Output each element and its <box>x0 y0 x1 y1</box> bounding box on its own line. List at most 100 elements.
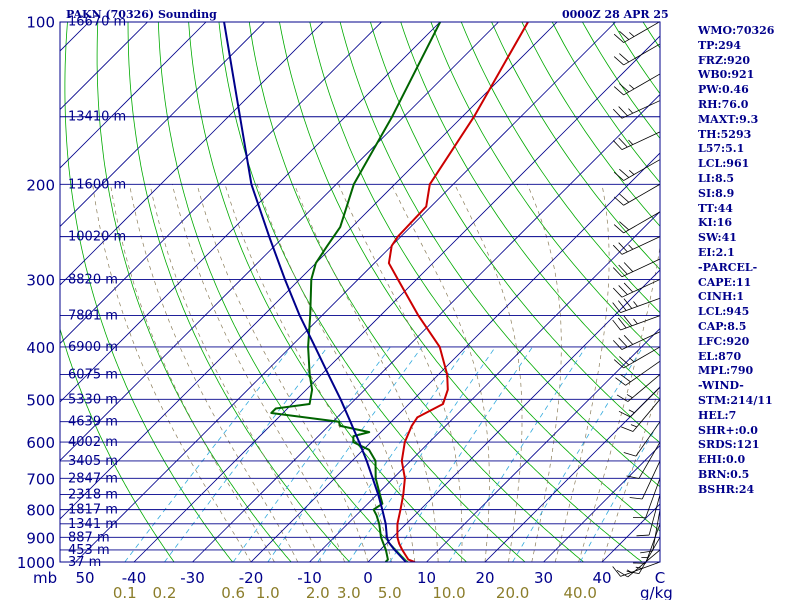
pressure-tick-label: 600 <box>26 434 55 452</box>
moist-adiabat-line <box>578 244 660 562</box>
wind-barb <box>613 346 661 369</box>
height-label: 11600 m <box>68 177 126 192</box>
index-srds: SRDS:121 <box>698 438 760 452</box>
wind-barb <box>632 478 661 519</box>
isotherm-line <box>484 386 660 562</box>
index-cinh: CINH:1 <box>698 290 745 304</box>
wind-barb <box>616 374 661 402</box>
moist-adiabat-line <box>601 384 660 562</box>
index-ki: KI:16 <box>698 216 733 230</box>
mixing-ratio-label: 0.2 <box>153 584 177 600</box>
temperature-tick-label: 10 <box>417 569 436 587</box>
mixing-ratio-label: 1.0 <box>256 584 280 600</box>
pressure-unit-label: mb <box>33 569 57 587</box>
isotherm-line <box>367 269 660 562</box>
isotherm-line <box>60 22 383 345</box>
pressure-tick-label: 900 <box>26 529 55 547</box>
wind-barb <box>612 131 661 151</box>
pressure-tick-label: 1000 <box>17 554 55 572</box>
index-stm: STM:214/11 <box>698 393 773 407</box>
height-label: 4002 m <box>68 435 118 450</box>
index-cap: CAP:8.5 <box>698 319 747 333</box>
wind-barb <box>618 386 661 418</box>
index-sw: SW:41 <box>698 231 737 245</box>
isotherm-line <box>60 22 324 286</box>
plot-frame <box>59 21 661 563</box>
index-li: LI:8.5 <box>698 171 735 185</box>
height-label: 887 m <box>68 530 110 545</box>
isotherm-line <box>60 22 266 228</box>
index-brn: BRN:0.5 <box>698 467 750 481</box>
temperature-tick-label: 30 <box>534 569 553 587</box>
height-label: 2318 m <box>68 487 118 502</box>
index-rh: RH:76.0 <box>698 97 749 111</box>
wind-barb <box>613 159 661 181</box>
height-label: 6075 m <box>68 368 118 383</box>
moist-adiabat-line <box>171 184 345 562</box>
mixing-ratio-label: 0.1 <box>113 584 137 600</box>
mixing-ratio-label: 0.6 <box>221 584 245 600</box>
wind-barb <box>612 331 661 350</box>
pressure-tick-label: 800 <box>26 502 55 520</box>
isotherm-line <box>192 93 660 562</box>
wind-barb <box>613 21 661 43</box>
pressure-tick-label: 400 <box>26 339 55 357</box>
index-frz: FRZ:920 <box>698 53 751 67</box>
wind-barb <box>612 258 661 278</box>
isotherm-line <box>309 210 660 562</box>
mixing-ratio-label: 40.0 <box>564 584 597 600</box>
height-label: 10020 m <box>68 230 126 245</box>
index-mpl: MPL:790 <box>698 364 754 378</box>
index-si: SI:8.9 <box>698 186 735 200</box>
height-label: 453 m <box>68 543 110 558</box>
pressure-tick-label: 700 <box>26 470 55 488</box>
wind-header: -WIND- <box>698 379 744 393</box>
index-wmo: WMO:70326 <box>698 24 775 37</box>
valid-time: 0000Z 28 APR 25 <box>562 8 669 21</box>
height-label: 5330 m <box>68 392 118 407</box>
index-wb0: WB0:921 <box>698 68 755 82</box>
wind-barb <box>629 460 661 500</box>
height-label: 4639 m <box>68 415 118 430</box>
wind-barb <box>612 100 661 119</box>
temperature-profile-line <box>387 22 530 562</box>
height-label: 3405 m <box>68 454 118 469</box>
isotherm-line <box>60 22 558 520</box>
index-maxt: MAXT:9.3 <box>698 112 759 126</box>
mixing-ratio-label: 2.0 <box>306 584 330 600</box>
dry-adiabat-line <box>60 327 175 562</box>
height-label: 13410 m <box>68 110 126 125</box>
index-lfc: LFC:920 <box>698 334 750 348</box>
mixing-ratio-label: 10.0 <box>432 584 465 600</box>
temperature-tick-label: -40 <box>122 569 147 587</box>
wind-barb <box>621 399 661 432</box>
wind-barb <box>612 297 661 313</box>
index-hel: HEL:7 <box>698 408 737 422</box>
parcel-header: -PARCEL- <box>698 260 758 274</box>
wind-barb <box>612 315 661 331</box>
height-label: 8820 m <box>68 272 118 287</box>
temperature-tick-label: 20 <box>475 569 494 587</box>
isotherm-line <box>426 327 660 562</box>
temperature-tick-label: 50 <box>76 569 95 587</box>
index-cape: CAPE:11 <box>698 275 752 289</box>
index-ehi: EHI:0.0 <box>698 453 746 467</box>
pressure-tick-label: 200 <box>26 176 55 194</box>
wind-barb <box>615 360 661 386</box>
isotherm-line <box>75 22 617 562</box>
sounding-title: PAKN (70326) Sounding <box>66 8 217 21</box>
pressure-tick-label: 100 <box>26 14 55 32</box>
temperature-tick-label: C <box>655 569 665 587</box>
isotherm-line <box>60 22 500 462</box>
pressure-tick-label: 300 <box>26 271 55 289</box>
dewpoint-profile-line <box>270 22 442 562</box>
height-label: 2847 m <box>68 471 118 486</box>
wind-barb <box>613 211 661 234</box>
height-label: 7801 m <box>68 309 118 324</box>
pressure-tick-label: 500 <box>26 391 55 409</box>
isotherm-line <box>60 22 441 403</box>
wind-barb <box>612 561 661 577</box>
mixing-ratio-label: 20.0 <box>496 584 529 600</box>
plot-background <box>60 22 660 562</box>
